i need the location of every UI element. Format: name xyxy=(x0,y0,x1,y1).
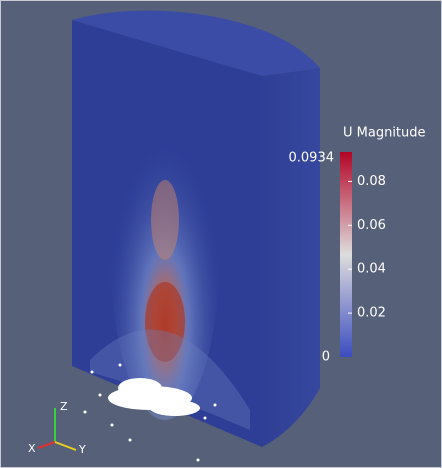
particle xyxy=(119,364,122,367)
x-label: X xyxy=(28,442,36,455)
particle xyxy=(204,417,207,420)
particle xyxy=(84,411,87,414)
particle xyxy=(111,424,114,427)
particle-cluster xyxy=(150,400,200,416)
particle xyxy=(214,404,217,407)
tick-label: 0.08 xyxy=(357,174,386,189)
tick-label: 0.02 xyxy=(357,306,386,321)
tick-label: 0.06 xyxy=(357,218,386,233)
z-label: Z xyxy=(60,400,68,413)
y-label: Y xyxy=(78,443,86,456)
particle xyxy=(99,394,102,397)
particle xyxy=(91,371,94,374)
plume-upper xyxy=(151,180,179,260)
color-bar xyxy=(340,152,352,357)
particle xyxy=(197,459,200,462)
cylinder-side xyxy=(262,68,320,447)
render-view: Z X Y U Magnitude 0.0934 0 0.02 0.04 0.06 0… xyxy=(0,0,442,468)
min-label: 0 xyxy=(322,350,330,365)
tick-label: 0.04 xyxy=(357,262,386,277)
particle-cluster xyxy=(118,378,162,398)
max-label: 0.0934 xyxy=(289,151,335,166)
particle xyxy=(129,439,132,442)
legend-title: U Magnitude xyxy=(343,126,426,141)
